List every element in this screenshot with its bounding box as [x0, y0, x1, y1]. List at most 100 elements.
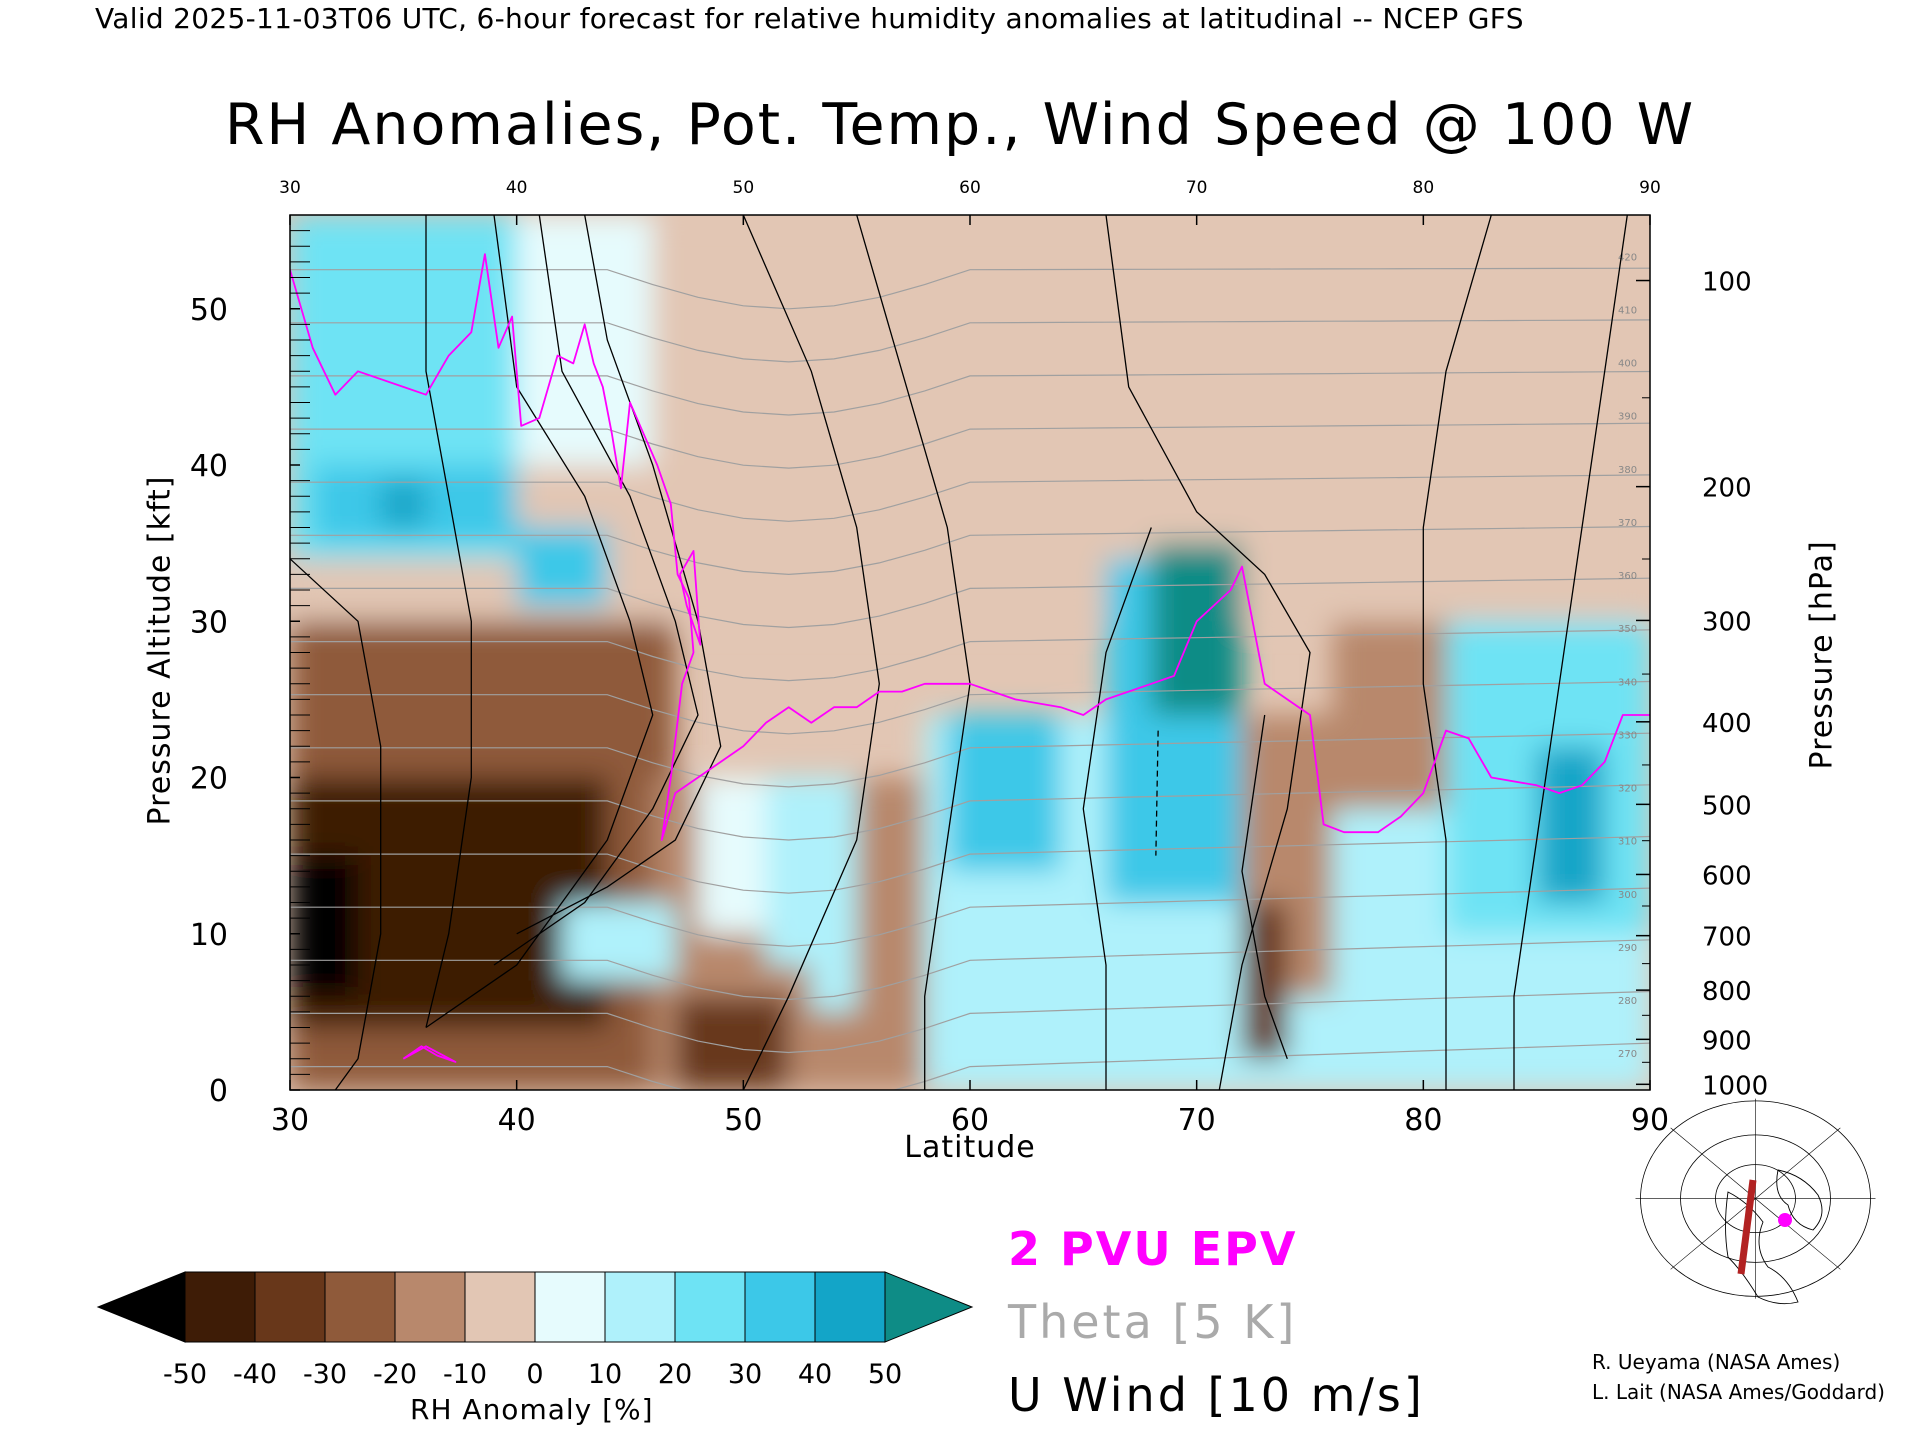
- x-tick-label: 70: [1178, 1103, 1216, 1138]
- theta-label: 360: [1618, 571, 1637, 582]
- theta-line: [290, 784, 1650, 841]
- rh-cell: [675, 996, 789, 1090]
- p-tick-label: 600: [1702, 861, 1752, 891]
- rh-cells: [290, 215, 1650, 1090]
- p-tick-label: 100: [1702, 268, 1752, 298]
- epv-line: [679, 550, 702, 646]
- colorbar-bin: [534, 1271, 606, 1343]
- colorbar-bin: [604, 1271, 676, 1343]
- u-wind-line: [1241, 714, 1288, 1060]
- rh-cell: [1151, 543, 1242, 715]
- p-tick-label: 900: [1702, 1026, 1752, 1056]
- colorbar-bin: [674, 1271, 746, 1343]
- theta-line: [290, 267, 1650, 310]
- rh-cell: [1536, 746, 1605, 903]
- y-tick-label: 30: [190, 605, 228, 640]
- rh-cell: [811, 777, 857, 1012]
- p-tick-label: 400: [1702, 709, 1752, 739]
- rh-cell: [290, 855, 358, 997]
- map-meridian: [1670, 1127, 1756, 1199]
- chart-title: RH Anomalies, Pot. Temp., Wind Speed @ 1…: [224, 92, 1696, 158]
- map-coastline: [1776, 1169, 1823, 1231]
- colorbar-tick-label: -30: [303, 1359, 347, 1390]
- theta-contours: 270 280 290 300 310 320 330 340 350 360 370 380 390 4…: [290, 252, 1650, 1090]
- colorbar-bin: [394, 1271, 466, 1343]
- x-tick-label: 60: [951, 1103, 989, 1138]
- axes: 3030404050506060707080809090010203040501…: [190, 178, 1768, 1138]
- rh-cell: [947, 715, 1061, 872]
- theta-line: [290, 319, 1650, 363]
- rh-cell: [766, 777, 812, 965]
- map-body: [1635, 1098, 1876, 1310]
- epv-2pvu-contours: [290, 253, 1650, 1063]
- rh-cell: [1242, 902, 1288, 1059]
- y-tick-label: 50: [190, 293, 228, 328]
- x-tick-label-top: 50: [733, 178, 755, 198]
- theta-label: 370: [1618, 518, 1637, 529]
- p-tick-label: 800: [1702, 977, 1752, 1007]
- y-tick-label: 40: [190, 449, 228, 484]
- theta-line: [290, 990, 1650, 1054]
- colorbar: -50 -40 -30 -20 -10 0 10 20 30 40 50: [96, 1271, 974, 1390]
- rh-cell: [516, 215, 653, 465]
- map-coastline: [1725, 1191, 1799, 1305]
- colorbar-arrow-high: [884, 1271, 974, 1343]
- y-tick-label: 10: [190, 918, 228, 953]
- u-wind-negative-line: [1155, 730, 1159, 856]
- map-meridian: [1670, 1198, 1756, 1270]
- colorbar-bin: [254, 1271, 326, 1343]
- x-tick-label-top: 40: [506, 178, 528, 198]
- credit-line-1: R. Ueyama (NASA Ames): [1592, 1350, 1841, 1374]
- legend-pv: 2 PVU EPV: [1008, 1222, 1298, 1276]
- map-inset: [1635, 1098, 1876, 1310]
- colorbar-bin: [464, 1271, 536, 1343]
- u-wind-line: [425, 215, 472, 1028]
- legend-u-wind: U Wind [10 m/s]: [1008, 1368, 1425, 1422]
- y-axis-title: Pressure Altitude [kft]: [142, 475, 178, 826]
- colorbar-bin: [184, 1271, 256, 1343]
- p-tick-label: 300: [1702, 607, 1752, 637]
- p-tick-label: 1000: [1702, 1071, 1768, 1101]
- rh-cell: [698, 777, 766, 934]
- u-wind-line: [1105, 215, 1311, 1090]
- colorbar-tick-label: -50: [163, 1359, 207, 1390]
- theta-label: 280: [1618, 996, 1637, 1007]
- x-tick-label-top: 80: [1413, 178, 1435, 198]
- colorbar-bin: [744, 1271, 816, 1343]
- colorbar-tick-label: -10: [443, 1359, 487, 1390]
- u-wind-line: [516, 215, 722, 935]
- colorbar-bin: [814, 1271, 886, 1343]
- theta-label: 330: [1618, 730, 1637, 741]
- theta-label: 270: [1618, 1049, 1637, 1060]
- u-wind-line: [493, 215, 699, 966]
- map-location-marker: [1778, 1213, 1792, 1227]
- legend-theta: Theta [5 K]: [1008, 1295, 1298, 1349]
- theta-line: [290, 732, 1650, 788]
- colorbar-tick-label: 30: [728, 1359, 762, 1390]
- valid-line: Valid 2025-11-03T06 UTC, 6-hour forecast…: [95, 2, 1524, 35]
- colorbar-arrow-low: [96, 1271, 186, 1343]
- theta-label: 380: [1618, 465, 1637, 476]
- x-tick-label-top: 70: [1186, 178, 1208, 198]
- x-tick-label: 40: [498, 1103, 536, 1138]
- theta-label: 400: [1618, 359, 1637, 370]
- theta-line: [290, 835, 1650, 894]
- theta-label: 340: [1618, 677, 1637, 688]
- theta-label: 420: [1618, 252, 1637, 263]
- rh-cell: [562, 902, 676, 981]
- u-wind-line: [290, 558, 382, 1090]
- p-tick-label: 200: [1702, 474, 1752, 504]
- theta-label: 310: [1618, 837, 1637, 848]
- epv-line: [402, 1045, 457, 1063]
- p-tick-label: 500: [1702, 791, 1752, 821]
- y-tick-label: 20: [190, 762, 228, 797]
- colorbar-bin: [324, 1271, 396, 1343]
- theta-label: 300: [1618, 890, 1637, 901]
- theta-line: [290, 422, 1650, 469]
- map-meridian: [1755, 1198, 1841, 1270]
- right-axis-title: Pressure [hPa]: [1804, 540, 1840, 770]
- x-tick-label-top: 30: [279, 178, 301, 198]
- rh-cell: [380, 480, 426, 528]
- u-wind-contours: [290, 215, 1628, 1090]
